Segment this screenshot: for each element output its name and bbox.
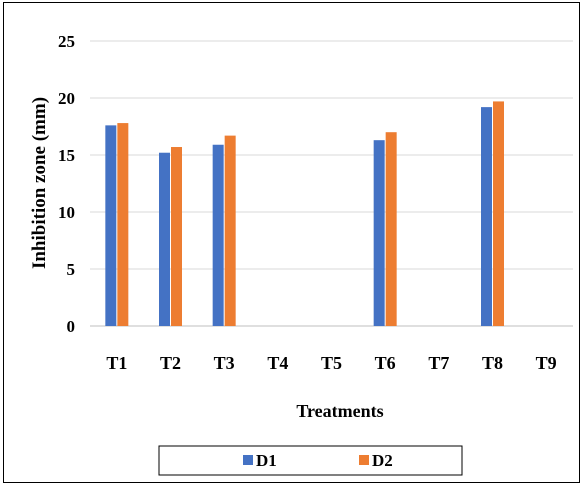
legend-label-d2: D2 [372,451,393,470]
x-tick-label: T1 [106,353,127,373]
bar-d1-t3 [212,144,224,326]
x-tick-label: T5 [321,353,342,373]
x-tick-label: T2 [160,353,181,373]
x-axis-label: Treatments [296,401,383,421]
legend-label-d1: D1 [256,451,277,470]
y-tick-label: 10 [58,203,75,222]
legend-box [158,445,463,476]
x-axis-ticks: T1 T2 T3 T4 T5 T6 T7 T8 T9 [106,353,556,373]
bar-d1-t1 [105,125,117,326]
y-tick-label: 20 [58,89,75,108]
y-axis-label: Inhibition zone (mm) [29,97,50,269]
bar-d2-t3 [224,135,236,326]
bar-d2-t2 [171,147,182,326]
y-tick-label: 25 [58,32,75,51]
y-tick-label: 15 [58,146,75,165]
bar-d1-t8 [481,107,492,327]
legend-swatch-d1 [243,455,253,465]
bar-d2-t1 [117,123,129,326]
x-tick-label: T3 [214,353,235,373]
y-tick-label: 0 [67,317,76,336]
bar-d1-t6 [373,140,385,326]
x-tick-label: T7 [428,353,449,373]
bar-d2-t6 [385,132,397,326]
gridlines [90,40,573,327]
bar-chart: 0 5 10 15 20 25 T1 T2 T3 T4 T5 T6 T7 T8 T9 Inhibition… [29,32,573,476]
y-axis-ticks: 0 5 10 15 20 25 [58,32,75,336]
bars [105,101,504,327]
bar-d1-t2 [159,152,170,326]
x-tick-label: T9 [536,353,557,373]
x-tick-label: T6 [375,353,396,373]
x-tick-label: T8 [482,353,503,373]
x-tick-label: T4 [267,353,288,373]
legend: D1 D2 [158,445,463,476]
legend-swatch-d2 [359,455,369,465]
bar-d2-t8 [493,101,504,326]
y-tick-label: 5 [67,260,76,279]
chart-frame: 0 5 10 15 20 25 T1 T2 T3 T4 T5 T6 T7 T8 T9 Inhibition… [3,2,580,483]
